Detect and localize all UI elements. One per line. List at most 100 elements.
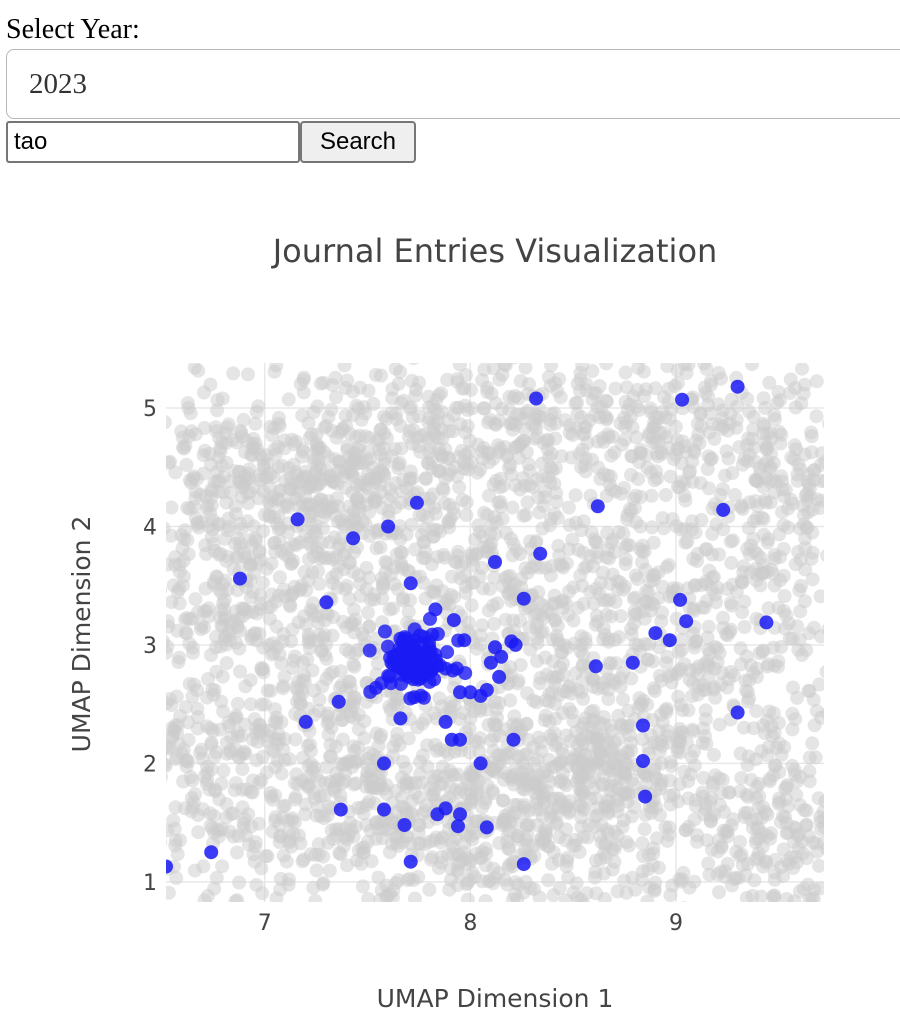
highlight-point (393, 711, 408, 726)
background-point (90, 440, 104, 454)
background-point (389, 547, 404, 562)
background-point (241, 496, 256, 510)
background-point (479, 702, 494, 717)
highlight-point (290, 512, 305, 527)
background-point (468, 532, 482, 547)
background-point (686, 601, 701, 616)
background-point (857, 505, 871, 519)
background-point (204, 737, 219, 752)
background-point (215, 458, 229, 473)
background-point (630, 572, 645, 586)
background-point (358, 517, 373, 532)
background-point (236, 820, 251, 835)
highlight-point (333, 802, 348, 817)
background-point (566, 613, 581, 628)
background-point (185, 645, 200, 660)
background-point (179, 457, 194, 472)
background-point (391, 873, 406, 888)
background-point (694, 513, 709, 527)
background-point (607, 445, 622, 460)
background-point (143, 469, 157, 483)
background-point (357, 630, 371, 645)
highlight-point (381, 519, 396, 534)
background-point (322, 863, 337, 878)
background-point (809, 409, 824, 424)
background-point (879, 546, 893, 560)
background-point (734, 771, 749, 785)
highlight-point (730, 705, 745, 720)
background-point (663, 888, 678, 902)
background-point (333, 847, 348, 862)
background-point (767, 408, 782, 422)
background-point (389, 733, 404, 748)
background-point (237, 717, 252, 732)
highlight-point (446, 613, 461, 628)
background-point (212, 823, 227, 838)
background-point (281, 550, 296, 565)
background-point (5, 594, 19, 608)
background-point (148, 736, 162, 750)
background-point (742, 673, 757, 688)
background-point (880, 827, 894, 841)
background-point (352, 455, 367, 470)
background-point (388, 363, 403, 376)
background-point (335, 712, 350, 727)
background-point (505, 548, 520, 563)
background-point (660, 728, 675, 743)
background-point (269, 619, 284, 634)
background-point (737, 620, 752, 634)
background-point (253, 596, 268, 611)
background-point (204, 529, 219, 544)
background-point (210, 403, 224, 418)
background-point (475, 618, 490, 633)
background-point (569, 515, 583, 530)
search-button[interactable]: Search (300, 121, 416, 163)
background-point (491, 495, 506, 510)
background-point (746, 531, 761, 546)
background-point (389, 412, 404, 427)
background-point (422, 834, 437, 849)
background-point (167, 723, 182, 738)
year-select[interactable]: 2023 (6, 49, 900, 119)
background-point (735, 858, 750, 873)
background-point (373, 540, 388, 555)
background-point (655, 511, 670, 526)
background-point (774, 640, 789, 654)
background-point (113, 535, 127, 549)
background-point (166, 885, 176, 900)
background-point (216, 763, 231, 778)
background-point (636, 765, 651, 780)
background-point (373, 730, 388, 745)
background-point (321, 799, 336, 814)
background-point (613, 609, 628, 624)
background-point (560, 853, 574, 868)
background-point (818, 473, 824, 488)
background-point (776, 568, 791, 583)
background-point (477, 505, 492, 520)
background-point (530, 752, 545, 767)
background-point (428, 737, 443, 752)
background-point (599, 663, 614, 677)
x-tick-label: 7 (258, 911, 272, 936)
background-point (399, 806, 414, 821)
background-point (588, 535, 603, 550)
background-point (357, 840, 372, 855)
search-input[interactable]: tao (6, 121, 300, 163)
background-point (240, 604, 255, 619)
background-point (637, 822, 652, 837)
background-point (350, 478, 365, 493)
background-point (229, 635, 243, 650)
background-point (105, 695, 119, 709)
background-point (117, 468, 131, 482)
background-point (536, 598, 551, 613)
background-point (417, 535, 432, 550)
background-point (197, 620, 212, 635)
background-point (836, 890, 850, 904)
background-point (628, 488, 643, 503)
background-point (310, 439, 324, 454)
background-point (445, 569, 460, 584)
background-point (272, 835, 287, 850)
background-point (312, 703, 327, 718)
background-point (301, 627, 316, 642)
